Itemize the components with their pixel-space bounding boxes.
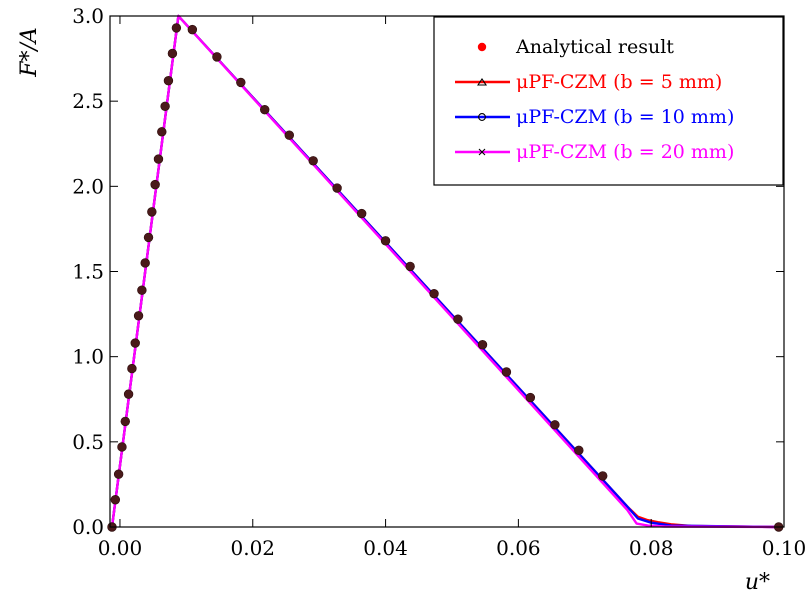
analytical-point <box>160 101 170 111</box>
analytical-point <box>143 232 154 243</box>
y-tick-label: 0.0 <box>72 515 104 539</box>
y-tick-label: 3.0 <box>72 4 104 28</box>
x-tick-label: 0.08 <box>629 536 674 560</box>
y-tick-label: 1.5 <box>72 260 104 284</box>
x-tick-label: 0.10 <box>762 536 807 560</box>
analytical-point <box>501 367 512 377</box>
legend-marker-triangle <box>476 78 488 86</box>
analytical-point <box>187 24 198 35</box>
x-tick-label: 0.06 <box>496 536 541 560</box>
analytical-point <box>332 183 342 193</box>
analytical-point <box>429 288 439 299</box>
analytical-point <box>127 363 137 374</box>
analytical-point <box>133 311 144 321</box>
analytical-point <box>123 389 134 399</box>
analytical-point <box>117 442 127 452</box>
y-axis-label: F*/A <box>17 27 42 78</box>
legend: Analytical result μPF-CZM (b = 5 mm) μPF-C… <box>433 16 784 186</box>
analytical-point <box>550 420 560 430</box>
x-tick-label: 0.02 <box>231 536 276 560</box>
x-tick-label: 0.00 <box>98 536 143 560</box>
analytical-point <box>150 179 160 190</box>
legend-box <box>433 16 784 186</box>
y-tick-label: 2.5 <box>72 89 104 113</box>
analytical-point <box>236 77 246 88</box>
analytical-point <box>137 285 147 295</box>
legend-marker-circle <box>478 113 486 121</box>
y-tick-label: 0.5 <box>72 430 104 454</box>
analytical-point <box>260 104 270 115</box>
analytical-point <box>574 445 584 456</box>
legend-label: Analytical result <box>515 36 674 58</box>
x-axis-label: u* <box>745 570 770 595</box>
legend-label: μPF-CZM (b = 20 mm) <box>516 141 734 163</box>
legend-entries: Analytical result μPF-CZM (b = 5 mm) μPF-C… <box>455 36 734 163</box>
analytical-point <box>284 130 294 140</box>
y-tick-label: 2.0 <box>72 174 104 198</box>
analytical-point <box>477 340 488 350</box>
analytical-point <box>153 154 164 164</box>
x-tick-label: 0.04 <box>363 536 408 560</box>
analytical-point <box>171 23 182 33</box>
analytical-point <box>356 208 367 219</box>
analytical-point <box>120 416 130 427</box>
analytical-point <box>140 258 150 268</box>
legend-marker-x <box>478 148 486 156</box>
analytical-point <box>147 207 157 217</box>
analytical-point <box>380 236 391 246</box>
analytical-point <box>163 76 174 86</box>
analytical-point <box>167 48 178 59</box>
analytical-point <box>525 392 536 403</box>
analytical-point <box>308 156 318 166</box>
analytical-point <box>212 52 222 62</box>
analytical-point <box>405 261 415 272</box>
analytical-point <box>113 469 124 479</box>
legend-label: μPF-CZM (b = 10 mm) <box>516 106 734 128</box>
legend-label: μPF-CZM (b = 5 mm) <box>516 71 722 93</box>
analytical-point <box>130 338 140 348</box>
analytical-point <box>157 127 167 137</box>
analytical-point <box>598 471 608 481</box>
analytical-point <box>110 495 121 505</box>
analytical-point <box>453 314 463 324</box>
y-tick-label: 1.0 <box>72 345 104 369</box>
legend-marker-analytical <box>477 42 487 52</box>
